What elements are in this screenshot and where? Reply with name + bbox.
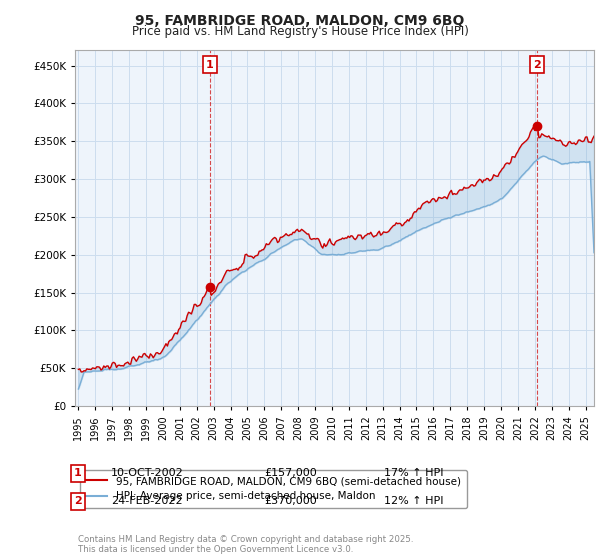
- Text: 12% ↑ HPI: 12% ↑ HPI: [384, 496, 443, 506]
- Text: 2: 2: [74, 496, 82, 506]
- Text: 10-OCT-2002: 10-OCT-2002: [111, 468, 184, 478]
- Text: 24-FEB-2022: 24-FEB-2022: [111, 496, 182, 506]
- Text: 2: 2: [533, 59, 541, 69]
- Text: £370,000: £370,000: [264, 496, 317, 506]
- Text: 95, FAMBRIDGE ROAD, MALDON, CM9 6BQ: 95, FAMBRIDGE ROAD, MALDON, CM9 6BQ: [136, 14, 464, 28]
- Text: 1: 1: [206, 59, 214, 69]
- Text: Price paid vs. HM Land Registry's House Price Index (HPI): Price paid vs. HM Land Registry's House …: [131, 25, 469, 38]
- Text: 17% ↑ HPI: 17% ↑ HPI: [384, 468, 443, 478]
- Legend: 95, FAMBRIDGE ROAD, MALDON, CM9 6BQ (semi-detached house), HPI: Average price, s: 95, FAMBRIDGE ROAD, MALDON, CM9 6BQ (sem…: [80, 470, 467, 507]
- Text: £157,000: £157,000: [264, 468, 317, 478]
- Text: Contains HM Land Registry data © Crown copyright and database right 2025.
This d: Contains HM Land Registry data © Crown c…: [78, 535, 413, 554]
- Text: 1: 1: [74, 468, 82, 478]
